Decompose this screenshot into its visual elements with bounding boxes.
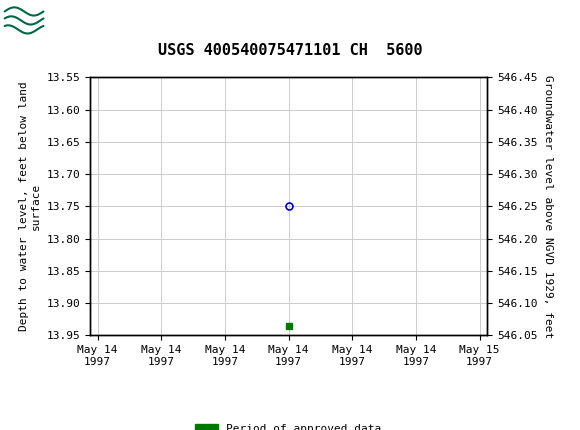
Y-axis label: Depth to water level, feet below land
surface: Depth to water level, feet below land su… xyxy=(19,82,41,331)
FancyBboxPatch shape xyxy=(0,2,75,39)
Legend: Period of approved data: Period of approved data xyxy=(191,419,386,430)
Y-axis label: Groundwater level above NGVD 1929, feet: Groundwater level above NGVD 1929, feet xyxy=(543,75,553,338)
Text: USGS 400540075471101 CH  5600: USGS 400540075471101 CH 5600 xyxy=(158,43,422,58)
Text: USGS: USGS xyxy=(75,12,130,29)
